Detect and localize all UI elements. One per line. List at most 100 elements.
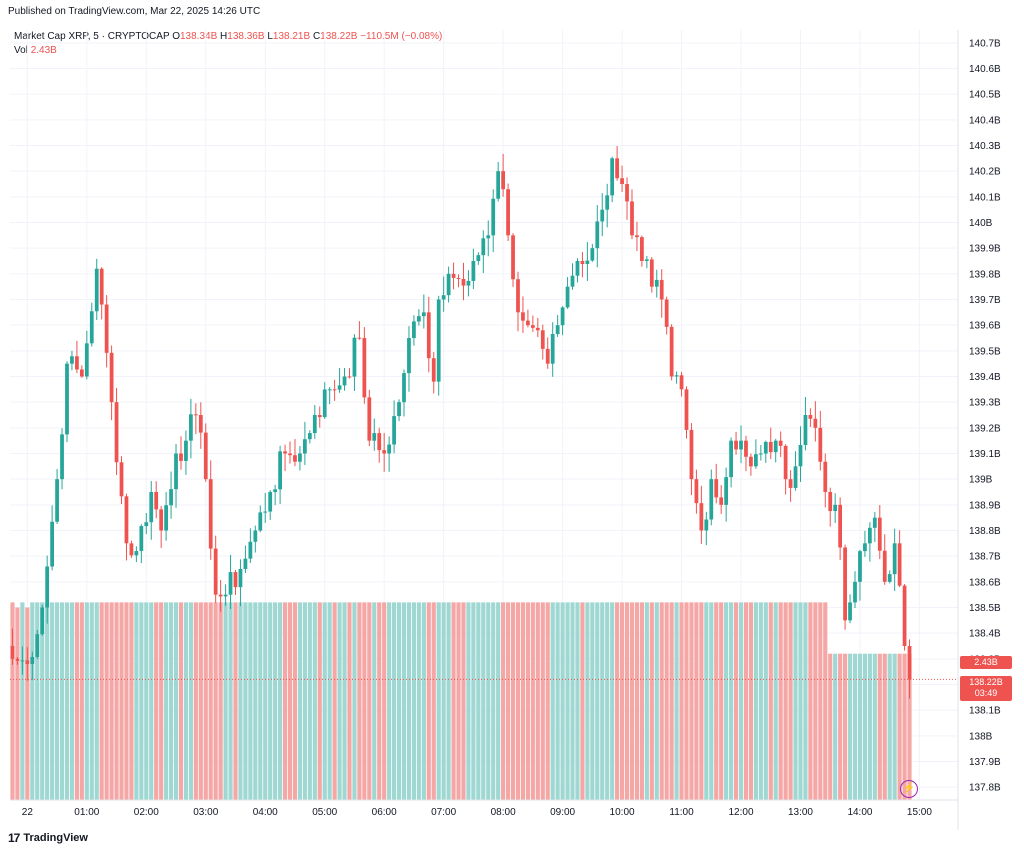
volume-bar	[530, 602, 535, 800]
volume-bar	[337, 602, 342, 800]
candle-body	[521, 312, 525, 321]
volume-bar	[302, 602, 307, 800]
candle-body	[734, 440, 738, 450]
volume-bar	[783, 602, 788, 800]
price-axis: 137.8B137.9B138B138.1B138.2B138.3B138.4B…	[957, 30, 1001, 830]
candle-body	[268, 492, 273, 512]
candle-body	[203, 432, 208, 480]
volume-bar	[35, 602, 40, 800]
legend-open-value: 138.34B	[180, 31, 218, 42]
candle-body	[99, 268, 104, 305]
candle-body	[635, 235, 639, 238]
volume-bar	[540, 602, 545, 800]
volume-bar	[778, 602, 783, 800]
volume-bar	[307, 602, 312, 800]
candle-body	[431, 358, 436, 382]
candle-body	[114, 402, 119, 463]
candle-body	[89, 311, 94, 344]
candle-body	[506, 189, 510, 236]
candle-body	[416, 316, 421, 322]
volume-bar	[317, 602, 322, 800]
volume-bar	[847, 653, 853, 800]
volume-bar	[154, 602, 159, 800]
candle-body	[744, 440, 748, 457]
candle-body	[243, 558, 248, 569]
candle-body	[258, 512, 263, 531]
candle-body	[640, 237, 644, 261]
volume-bar	[550, 602, 555, 800]
legend-high-label: H	[220, 31, 228, 42]
candle-body	[704, 519, 709, 531]
candle-body	[79, 369, 84, 377]
volume-bar	[392, 602, 397, 800]
volume-bar	[411, 602, 416, 800]
candle-body	[897, 543, 902, 586]
volume-bar	[714, 602, 719, 800]
candle-body	[174, 453, 178, 490]
candle-body	[758, 453, 763, 455]
volume-bar	[178, 602, 184, 800]
candle-body	[749, 456, 753, 467]
candle-body	[516, 279, 520, 313]
volume-bar	[134, 602, 139, 800]
volume-bar	[248, 602, 253, 800]
y-tick-label: 138.8B	[969, 526, 1001, 537]
y-tick-label: 140.1B	[969, 192, 1001, 203]
y-tick-label: 139.6B	[969, 321, 1001, 332]
y-tick-label: 139.1B	[969, 449, 1001, 460]
volume-bar	[139, 602, 144, 800]
volume-bar	[104, 602, 109, 800]
volume-bar	[446, 602, 451, 800]
volume-bar	[684, 602, 689, 800]
volume-bar	[273, 602, 278, 800]
x-tick-label: 05:00	[312, 807, 337, 818]
volume-bar	[852, 653, 858, 800]
lightning-icon[interactable]: ⚡	[900, 780, 918, 798]
volume-bar	[213, 602, 218, 800]
volume-bar	[748, 602, 754, 800]
candle-body	[352, 337, 357, 377]
candle-body	[104, 304, 109, 353]
volume-bar	[466, 602, 471, 800]
volume-bar	[709, 602, 714, 800]
volume-bar	[823, 602, 828, 800]
candle-body	[565, 286, 570, 308]
candle-body	[481, 238, 486, 256]
candle-body	[164, 505, 168, 531]
volume-bar	[119, 602, 124, 800]
candle-body	[491, 198, 496, 236]
volume-bar	[431, 602, 436, 800]
volume-bar	[406, 602, 412, 800]
y-tick-label: 139.5B	[969, 346, 1001, 357]
volume-bar	[585, 602, 590, 800]
volume-bar	[342, 602, 347, 800]
candle-body	[848, 602, 852, 621]
volume-bar	[99, 602, 104, 800]
candle-body	[317, 415, 322, 418]
volume-bar	[788, 602, 793, 800]
legend-symbol[interactable]: Market Cap XRP, 5 · CRYPTOCAP	[14, 31, 170, 42]
volume-bar	[575, 602, 580, 800]
legend-close-value: 138.22B	[320, 31, 358, 42]
candle-body	[327, 389, 332, 391]
volume-bar	[357, 602, 362, 800]
price-tag: 138.22B 03:49	[960, 676, 1012, 701]
candle-body	[446, 273, 451, 296]
tradingview-logo[interactable]: 17 TradingView	[8, 831, 88, 845]
volume-bar	[570, 602, 575, 800]
y-tick-label: 138.6B	[969, 577, 1001, 588]
candle-body	[402, 373, 406, 403]
volume-bar	[292, 602, 298, 800]
volume-bar	[555, 602, 560, 800]
candle-body	[813, 418, 818, 428]
volume-bar	[902, 653, 907, 800]
candle-body	[699, 503, 704, 531]
candle-body	[179, 453, 183, 461]
candle-body	[213, 548, 218, 595]
volume-bar	[461, 602, 466, 800]
candle-body	[560, 307, 565, 326]
candle-body	[600, 209, 605, 222]
volume-bar	[654, 602, 659, 800]
candle-body	[605, 195, 610, 210]
